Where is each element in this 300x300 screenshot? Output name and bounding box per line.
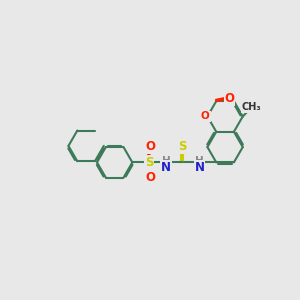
Text: O: O (145, 171, 155, 184)
Text: CH₃: CH₃ (242, 102, 261, 112)
Text: O: O (224, 92, 235, 105)
Text: N: N (161, 161, 171, 174)
Text: O: O (201, 112, 210, 122)
Text: S: S (178, 140, 187, 153)
Text: S: S (145, 156, 153, 169)
Text: N: N (194, 161, 205, 174)
Text: H: H (195, 157, 204, 166)
Text: O: O (145, 140, 155, 153)
Text: H: H (161, 157, 170, 166)
